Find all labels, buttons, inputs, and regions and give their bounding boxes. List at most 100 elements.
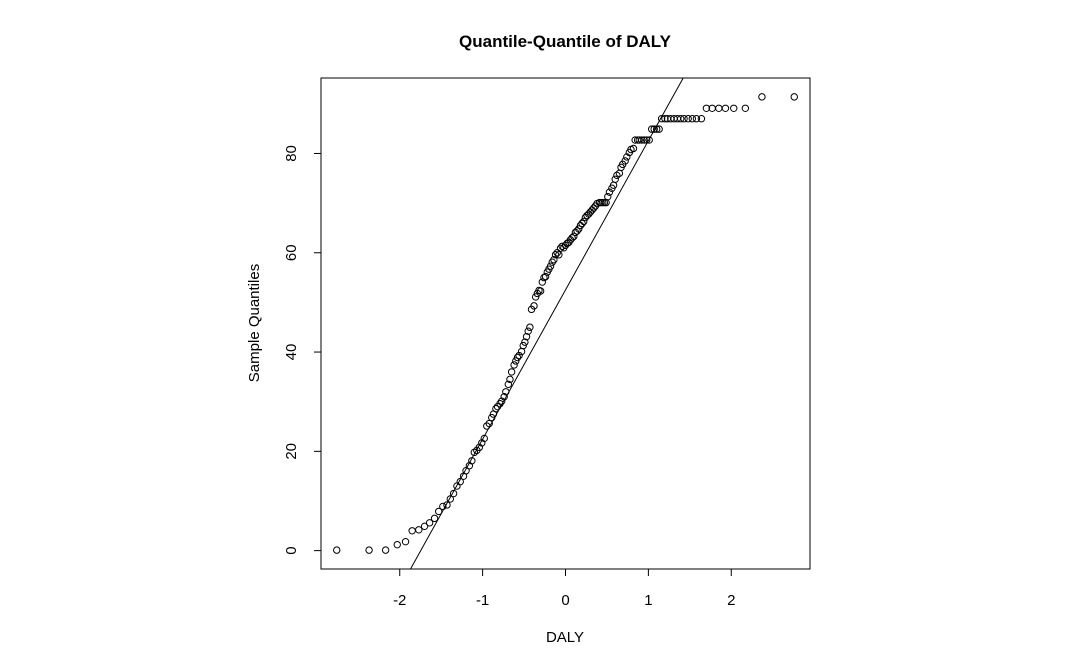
x-tick-label: 0: [561, 592, 569, 609]
data-point: [521, 338, 529, 346]
data-point: [546, 262, 555, 270]
data-point: [790, 93, 798, 101]
data-point: [568, 234, 576, 242]
data-point: [470, 448, 479, 457]
data-point: [524, 327, 532, 335]
data-point: [506, 375, 514, 384]
data-point: [611, 175, 619, 183]
data-point: [655, 125, 663, 133]
data-point: [462, 467, 470, 475]
x-axis: -2 -1 0 1 2: [393, 568, 735, 609]
data-point: [640, 136, 648, 144]
data-point: [415, 526, 423, 534]
data-point: [604, 192, 612, 201]
data-point: [488, 413, 496, 422]
data-point: [657, 115, 666, 123]
reference-line-group: [410, 78, 684, 569]
data-point: [526, 323, 534, 331]
x-tick-label: -2: [393, 592, 406, 609]
data-point: [393, 540, 401, 549]
data-point: [401, 537, 410, 546]
x-tick-label: 1: [644, 592, 652, 609]
plot-frame: [320, 77, 811, 570]
data-point: [541, 272, 550, 281]
data-point: [758, 93, 766, 101]
data-point: [692, 115, 701, 123]
data-point: [420, 522, 429, 531]
data-point: [647, 125, 656, 133]
data-point: [680, 115, 688, 123]
data-point: [553, 249, 561, 257]
data-point: [430, 514, 439, 523]
data-point: [507, 368, 516, 376]
data-point: [492, 404, 500, 413]
x-tick-label: 2: [727, 592, 735, 609]
data-point: [643, 136, 651, 144]
y-axis: 0 20 40 60 80: [283, 145, 322, 555]
y-tick-label: 80: [283, 145, 300, 162]
data-point: [485, 419, 493, 428]
data-point: [513, 353, 522, 362]
data-point: [531, 293, 540, 301]
x-tick-label: -1: [476, 592, 489, 609]
data-point: [635, 136, 643, 144]
data-point: [536, 287, 545, 295]
data-point: [446, 495, 454, 503]
y-axis-label: Sample Quantiles: [246, 264, 263, 382]
data-point: [741, 104, 750, 112]
data-point: [478, 439, 486, 447]
data-point: [515, 351, 523, 360]
data-point: [365, 546, 373, 554]
data-point: [519, 341, 527, 350]
data-point: [575, 225, 583, 233]
data-point: [578, 219, 586, 228]
y-tick-label: 40: [283, 344, 300, 361]
chart-title: Quantile-Quantile of DALY: [459, 32, 672, 51]
data-point: [613, 171, 621, 180]
data-point: [408, 527, 416, 535]
data-point: [702, 104, 711, 112]
data-point: [551, 251, 560, 259]
data-point: [688, 115, 697, 123]
data-point: [530, 302, 538, 310]
data-point: [522, 332, 531, 341]
data-point: [589, 204, 598, 212]
data-point: [650, 125, 658, 133]
data-point: [381, 546, 390, 554]
data-point: [570, 232, 578, 241]
data-point: [449, 489, 458, 498]
data-point: [475, 443, 484, 452]
data-point: [468, 457, 476, 465]
data-point: [623, 153, 631, 161]
data-point: [512, 357, 520, 365]
data-point: [588, 206, 596, 214]
data-point: [677, 115, 685, 123]
y-tick-label: 20: [283, 443, 300, 460]
data-point: [715, 104, 723, 112]
data-point: [538, 278, 546, 286]
data-point: [483, 422, 491, 430]
qq-reference-line: [410, 78, 684, 569]
data-point: [605, 188, 614, 196]
data-point: [443, 501, 451, 509]
points-group: [333, 93, 798, 554]
data-point: [661, 115, 669, 123]
data-point: [721, 104, 730, 112]
data-point: [638, 136, 646, 144]
data-point: [333, 546, 341, 554]
data-point: [684, 115, 692, 123]
data-point: [730, 104, 738, 112]
data-point: [580, 217, 588, 226]
y-tick-label: 60: [283, 244, 300, 261]
data-point: [652, 125, 661, 133]
y-tick-label: 0: [283, 546, 300, 554]
data-point: [456, 477, 464, 486]
x-axis-label: DALY: [546, 629, 584, 646]
data-point: [439, 502, 447, 511]
data-point: [497, 397, 506, 405]
data-point: [621, 157, 629, 165]
data-point: [480, 434, 488, 443]
data-point: [434, 507, 443, 516]
data-point: [425, 519, 434, 527]
